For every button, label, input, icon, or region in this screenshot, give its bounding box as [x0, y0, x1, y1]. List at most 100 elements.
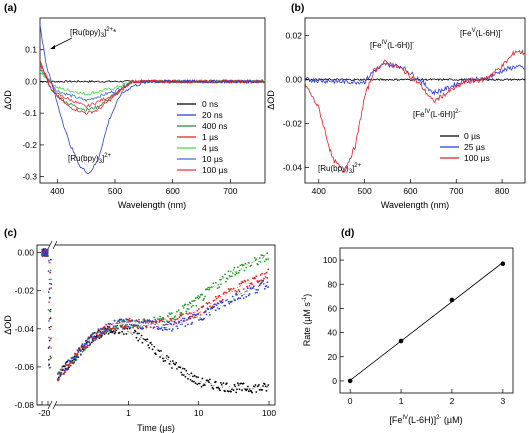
panel-c-point — [63, 369, 66, 372]
panel-c-point — [184, 303, 187, 306]
panel-c-point — [182, 313, 184, 316]
panel-c-point — [220, 283, 222, 286]
panel-c-point — [203, 298, 205, 300]
panel-c-point — [114, 328, 117, 331]
panel-c-point — [206, 288, 209, 291]
panel-c-point — [244, 280, 247, 283]
panel-c-point — [247, 287, 249, 290]
panel-c-point — [199, 314, 202, 316]
panel-b-frame — [304, 17, 526, 184]
panel-a-frame — [39, 17, 266, 184]
panel-c-point — [217, 386, 220, 389]
panel-a-y-tick-label: -0.2 — [22, 140, 37, 150]
panel-c-point — [152, 327, 155, 329]
panel-c-point — [129, 326, 132, 329]
panel-c-point — [184, 375, 187, 378]
panel-c-point — [149, 341, 152, 344]
panel-c-point — [160, 350, 162, 352]
panel-c-point — [135, 336, 138, 339]
panel-c-point — [48, 291, 50, 293]
panel-d-x-tick-label: 2 — [450, 396, 455, 406]
panel-c-point — [107, 332, 110, 335]
panel-c-point — [207, 307, 210, 310]
panel-c-point — [193, 374, 196, 377]
panel-c-point — [209, 305, 211, 308]
panel-d: 0 1 2 3 0 20 40 60 80 100 (d) [FeIV(L-6H)]2- (µM)… — [302, 227, 514, 425]
panel-c-point — [48, 320, 50, 322]
panel-c-point — [259, 261, 262, 263]
panel-a-x-tick-label: 500 — [108, 186, 122, 196]
panel-c-point — [263, 277, 265, 280]
panel-a-series-5 — [39, 69, 266, 103]
panel-d-y-tick-label: 100 — [323, 255, 337, 265]
panel-c-point — [106, 327, 109, 330]
panel-c-point — [224, 304, 227, 307]
panel-c-point — [68, 365, 70, 367]
panel-c-point — [204, 384, 206, 386]
panel-c-point — [254, 259, 257, 262]
panel-c-x-tick-label: -2 — [38, 408, 46, 418]
panel-b-x-tick-label: 800 — [495, 186, 509, 196]
panel-c-point — [220, 382, 222, 384]
panel-c-point — [90, 333, 93, 336]
panel-a-y-tick-label: 0.1 — [25, 45, 37, 55]
panel-c-point — [77, 350, 80, 353]
panel-a-legend-label: 1 µs — [202, 132, 218, 142]
panel-c-point — [222, 382, 225, 384]
panel-c-point — [224, 273, 227, 276]
panel-c-point — [218, 286, 221, 289]
panel-c-point — [170, 323, 173, 326]
panel-c-point — [50, 356, 52, 359]
panel-c-point — [43, 252, 45, 255]
panel-c-point — [236, 382, 239, 385]
panel-c-point — [140, 334, 143, 337]
panel-c-fit-line — [110, 328, 269, 389]
panel-c-point — [214, 295, 217, 298]
panel-c-point — [101, 334, 103, 337]
panel-c-point — [218, 388, 221, 390]
panel-c-point — [227, 288, 230, 290]
panel-c-point — [81, 343, 84, 346]
panel-c-point — [247, 294, 250, 297]
panel-c-point — [183, 317, 186, 320]
panel-c-point — [74, 359, 77, 362]
panel-c-point — [251, 283, 254, 286]
panel-c-point — [94, 331, 96, 334]
panel-c-point — [159, 356, 162, 358]
panel-c-point — [202, 384, 205, 387]
panel-c-point — [241, 281, 244, 284]
panel-c-point — [119, 324, 122, 327]
panel-c-point — [76, 356, 79, 358]
panel-c-fit-line — [110, 282, 269, 328]
panel-c-point — [235, 391, 238, 394]
panel-c-point — [182, 320, 185, 323]
panel-c-point — [255, 275, 258, 277]
panel-c-point — [184, 325, 187, 328]
panel-c-point — [86, 344, 89, 347]
panel-c-point — [48, 367, 51, 369]
panel-c-point — [185, 312, 188, 315]
panel-c-point — [129, 320, 132, 323]
panel-c-point — [192, 304, 194, 307]
panel-c-point — [68, 362, 71, 365]
annotation-fe-v-minus: [FeV(L-6H)]- — [460, 28, 502, 38]
panel-b-y-tick-label: -0.02 — [283, 119, 303, 129]
panel-c-point — [188, 316, 191, 318]
panel-c-point — [47, 309, 50, 311]
panel-c-point — [191, 321, 194, 324]
panel-c-point — [236, 290, 238, 293]
panel-a-x-tick-label: 600 — [166, 186, 180, 196]
panel-c-point — [206, 302, 209, 305]
panel-c-point — [262, 385, 264, 387]
panel-c-point — [231, 295, 234, 298]
panel-c-point — [118, 331, 121, 334]
panel-c-point — [128, 317, 131, 320]
panel-c-point — [102, 332, 105, 335]
panel-b-x-tick-label: 700 — [449, 186, 463, 196]
panel-c-y-tick-label: 0.00 — [17, 248, 34, 258]
panel-c-point — [262, 280, 264, 282]
panel-c-point — [241, 389, 243, 392]
panel-c-point — [73, 361, 75, 364]
